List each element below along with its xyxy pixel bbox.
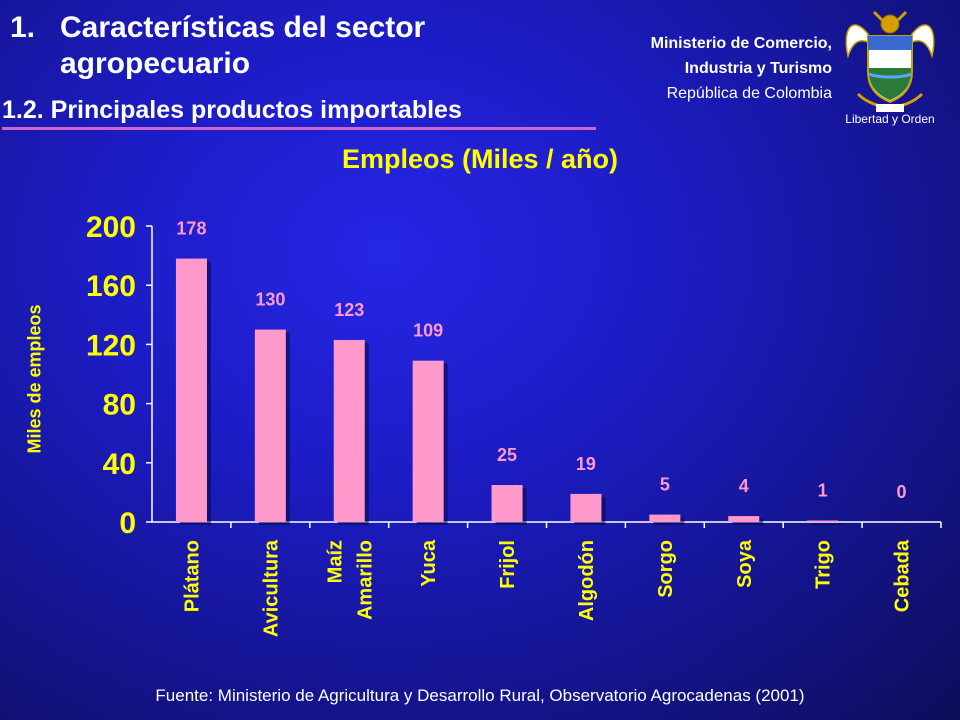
bar xyxy=(175,258,207,522)
bar-shadow xyxy=(811,523,843,525)
bar-value-label: 1 xyxy=(818,481,828,501)
y-tick-label: 120 xyxy=(86,329,136,362)
bar-value-label: 123 xyxy=(334,300,364,320)
bar xyxy=(807,520,839,522)
bar-value-label: 178 xyxy=(176,219,206,239)
bar-value-label: 4 xyxy=(739,476,749,496)
bar xyxy=(570,493,602,522)
bar xyxy=(491,485,523,522)
x-category-label: Trigo xyxy=(813,540,835,589)
slide-title: 1. Características del sector agropecuari… xyxy=(10,10,425,82)
y-tick-label: 0 xyxy=(119,507,136,540)
bar xyxy=(333,339,365,522)
title-number: 1. xyxy=(10,11,36,44)
ministry-line-1: Ministerio de Comercio, xyxy=(650,35,832,52)
bar-value-label: 19 xyxy=(576,454,596,474)
slide-subtitle: 1.2. Principales productos importables xyxy=(2,96,596,130)
chart-title: Empleos (Miles / año) xyxy=(341,144,619,174)
x-category-label: Plátano xyxy=(181,540,203,612)
ministry-block: Ministerio de Comercio, Industria y Turi… xyxy=(651,31,832,106)
title-line-1: Características del sector xyxy=(60,11,426,44)
x-category-label: Amarillo xyxy=(354,540,376,620)
x-category-label: Frijol xyxy=(497,540,519,589)
bar-shadow xyxy=(732,519,764,525)
y-tick-label: 200 xyxy=(86,211,136,244)
x-category-label: Sorgo xyxy=(655,540,677,598)
coat-of-arms-icon: Libertad y Orden xyxy=(845,10,935,126)
seal-motto: Libertad y Orden xyxy=(845,112,934,126)
x-category-label: Cebada xyxy=(892,539,914,612)
bar-value-label: 109 xyxy=(413,321,443,341)
bar-value-label: 5 xyxy=(660,475,670,495)
ministry-line-3: República de Colombia xyxy=(666,85,832,102)
x-category-label: Algodón xyxy=(576,540,598,621)
ministry-line-2: Industria y Turismo xyxy=(684,60,832,77)
y-tick-label: 160 xyxy=(86,270,136,303)
x-category-label: Soya xyxy=(734,539,756,588)
source-note: Fuente: Ministerio de Agricultura y Desa… xyxy=(155,686,805,705)
title-line-2: agropecuario xyxy=(60,47,251,80)
bar xyxy=(254,329,286,522)
x-category-label: Avicultura xyxy=(260,539,282,637)
x-category-label: Yuca xyxy=(418,539,440,587)
bar xyxy=(728,516,760,522)
x-category-label: Maíz xyxy=(324,540,346,583)
bar-value-label: 130 xyxy=(255,290,285,310)
y-tick-label: 80 xyxy=(103,389,136,422)
bar-value-label: 0 xyxy=(897,482,907,502)
bar xyxy=(412,360,444,522)
bar-value-label: 25 xyxy=(497,445,517,465)
y-tick-label: 40 xyxy=(103,448,136,481)
bar xyxy=(649,514,681,522)
